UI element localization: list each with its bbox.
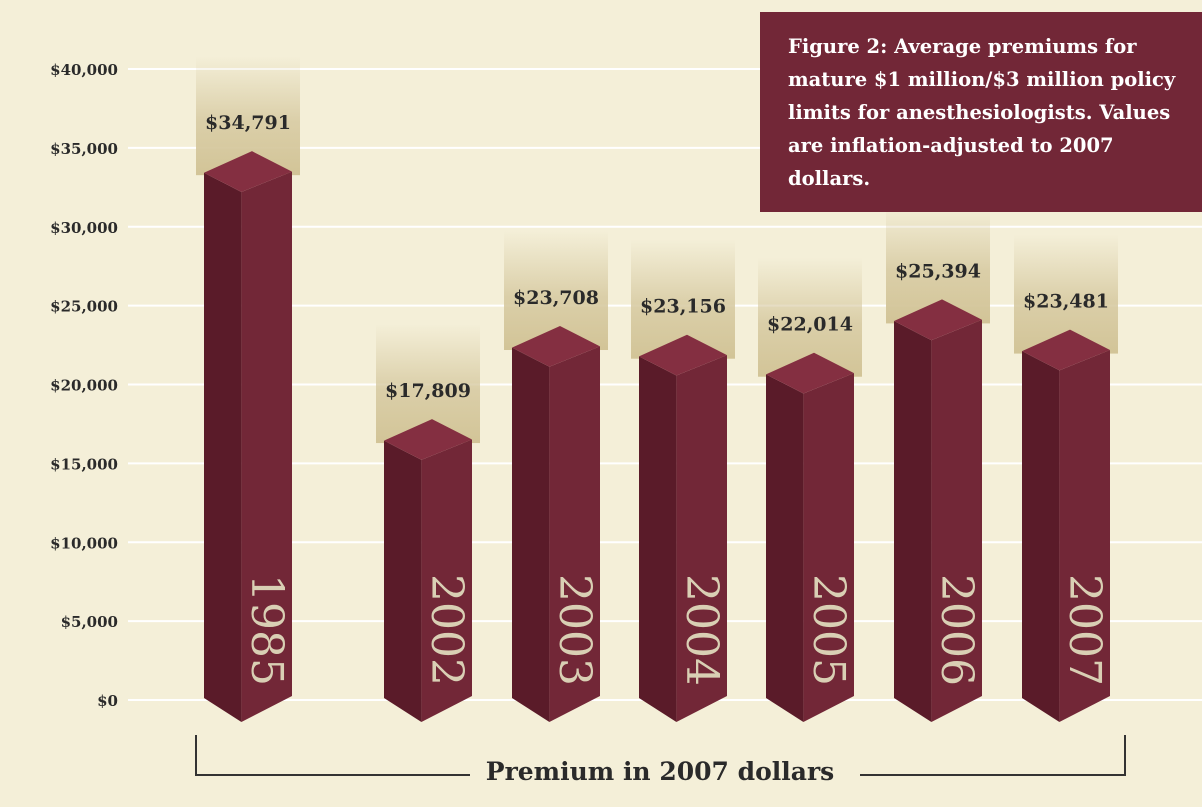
bar [1059,349,1110,722]
y-tick-label: $5,000 [61,613,118,631]
x-axis-label: Premium in 2007 dollars [485,757,835,786]
bar [803,373,854,722]
bar [241,171,292,723]
chart-title: Figure 2: Average premiums for mature $1… [788,35,1176,190]
x-tick-label: 2007 [1059,574,1110,686]
bar-top [639,334,727,376]
bar-side [384,440,422,722]
y-tick-label: $0 [97,692,118,710]
y-axis-tick-labels: $0 $5,000 $10,000 $15,000 $20,000 $25,000 $30,… [50,61,118,710]
bar-side [766,374,804,722]
y-tick-label: $15,000 [50,455,118,473]
chart-title-box: Figure 2: Average premiums for mature $1… [760,12,1202,212]
x-tick-label: 2003 [549,574,600,686]
bar-layer: 1985 2002 2003 2004 2005 2006 2007 [204,151,1110,723]
x-tick-label: 1985 [241,574,292,686]
bar [676,355,727,722]
x-tick-label: 2004 [676,574,727,686]
bar-top [512,326,600,367]
bar-top [204,151,292,192]
data-label-layer: $34,791 $17,809 $23,708 $23,156 $22,014 $25,3… [205,112,1109,402]
bracket-right [860,735,1126,776]
bar-top [384,419,472,460]
bar-top [1022,329,1110,371]
bar [931,319,982,722]
x-tick-label: 2006 [931,574,982,686]
y-tick-label: $20,000 [50,377,118,395]
bar-top [894,299,982,341]
y-tick-label: $40,000 [50,61,118,79]
bar-side [204,172,242,722]
data-label: $22,014 [767,314,853,336]
bracket-left [195,735,470,776]
y-tick-label: $10,000 [50,534,118,552]
data-label: $34,791 [205,112,291,134]
bar-top [766,352,854,394]
bar-side [512,347,550,722]
y-tick-label: $35,000 [50,140,118,158]
data-label: $23,156 [640,296,726,318]
y-tick-label: $25,000 [50,298,118,316]
bar-side [1022,351,1060,722]
y-tick-label: $30,000 [50,219,118,237]
data-label: $25,394 [895,260,981,282]
data-label: $23,481 [1023,291,1109,313]
bar [549,346,600,722]
data-label: $23,708 [513,287,599,309]
bar [421,439,472,722]
x-tick-label: 2005 [803,574,854,686]
data-label: $17,809 [385,380,471,402]
x-tick-label: 2002 [421,574,472,686]
bar-side [639,356,677,722]
bar-side [894,321,932,722]
x-axis-bracket [195,735,1126,776]
